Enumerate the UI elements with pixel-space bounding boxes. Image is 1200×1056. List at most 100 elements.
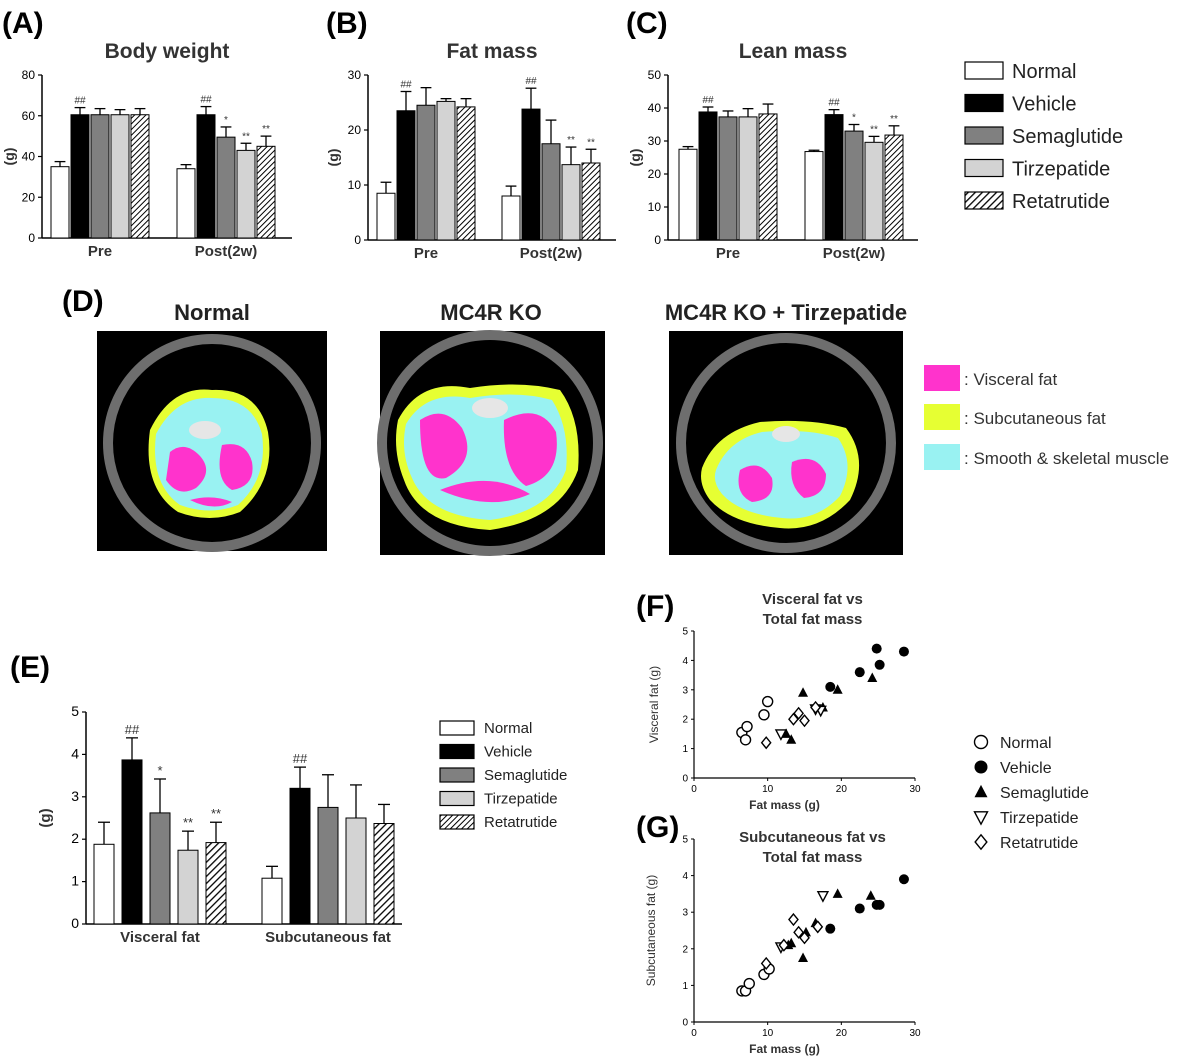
y-tick-label: 5 xyxy=(682,627,688,638)
ct-image-mc4r-ko-tirzepatide xyxy=(669,331,903,555)
legend-label-tirzepatide: Tirzepatide xyxy=(1012,159,1110,181)
significance-mark: ## xyxy=(74,96,86,107)
point-semaglutide xyxy=(832,684,843,694)
y-tick-label: 1 xyxy=(682,744,688,755)
y-tick-label: 0 xyxy=(682,1018,688,1029)
legend-swatch-retatrutide xyxy=(439,814,475,830)
bar-normal xyxy=(804,151,824,241)
legend-label-subcutaneous: : Subcutaneous fat xyxy=(964,409,1106,428)
point-tirzepatide xyxy=(816,891,830,903)
significance-mark: ## xyxy=(400,80,412,91)
point-retatrutide xyxy=(799,931,810,945)
x-category-label: Post(2w) xyxy=(520,245,583,262)
point-semaglutide xyxy=(798,687,809,697)
y-axis-label: (g) xyxy=(1,148,17,166)
bar-retatrutide xyxy=(884,134,904,241)
legend-label-vehicle: Vehicle xyxy=(1012,94,1077,116)
ct-title-mc4r-ko-tirzepatide: MC4R KO + Tirzepatide xyxy=(665,300,907,325)
bar-normal xyxy=(376,192,396,241)
legend-marker-retatrutide xyxy=(974,833,988,851)
ct-image-normal xyxy=(97,331,327,552)
bar-tirzepatide xyxy=(110,114,130,239)
y-tick-label: 3 xyxy=(71,788,79,804)
bar-retatrutide xyxy=(256,145,276,239)
legend-label-tirzepatide: Tirzepatide xyxy=(1000,810,1079,827)
bar-retatrutide xyxy=(205,842,227,925)
legend-label-semaglutide: Semaglutide xyxy=(484,767,567,784)
y-tick-label: 5 xyxy=(71,703,79,719)
chart-a: Body weight020406080(g)Pre##Post(2w)##**… xyxy=(1,40,292,260)
significance-mark: ** xyxy=(870,124,878,135)
bar-tirzepatide xyxy=(436,100,456,241)
panel-label-f: (F) xyxy=(636,590,674,623)
x-category-label: Post(2w) xyxy=(823,245,886,262)
legend-swatch-muscle xyxy=(924,444,960,470)
bar-semaglutide xyxy=(718,116,738,241)
legend-swatch-tirzepatide xyxy=(964,158,1004,178)
panel-label-b: (B) xyxy=(326,7,368,40)
bar-semaglutide xyxy=(149,812,171,925)
y-axis-label: (g) xyxy=(325,149,341,167)
panel-label-g: (G) xyxy=(636,811,679,844)
y-tick-label: 2 xyxy=(682,944,688,955)
point-vehicle xyxy=(874,659,885,670)
chart-title: Body weight xyxy=(105,40,230,63)
panel-label-a: (A) xyxy=(2,7,44,40)
y-tick-label: 3 xyxy=(682,908,688,919)
chart-f: Visceral fat vs Total fat mass 0 1 2 3 4 5 0 10 20… xyxy=(647,591,921,812)
y-tick-label: 0 xyxy=(354,233,361,247)
significance-mark: ** xyxy=(183,815,193,830)
y-tick-label: 30 xyxy=(348,68,362,82)
point-retatrutide xyxy=(778,938,790,952)
ct-title-mc4r-ko: MC4R KO xyxy=(440,300,541,325)
charts-layer: Body weight020406080(g)Pre##Post(2w)##**… xyxy=(1,40,1123,1056)
point-normal xyxy=(741,720,753,733)
y-tick-label: 0 xyxy=(682,774,688,785)
legend-marker-vehicle xyxy=(974,760,988,774)
chart-title: Total fat mass xyxy=(763,611,863,628)
significance-mark: ## xyxy=(200,95,212,106)
x-tick-label: 20 xyxy=(836,1028,848,1039)
point-vehicle xyxy=(898,646,909,657)
significance-mark: ## xyxy=(525,76,537,87)
significance-mark: * xyxy=(224,115,228,126)
y-tick-label: 40 xyxy=(22,150,36,164)
legend-swatch-normal xyxy=(439,720,475,736)
y-axis-label: Visceral fat (g) xyxy=(647,666,661,743)
legend-label-vehicle: Vehicle xyxy=(1000,760,1052,777)
point-vehicle xyxy=(871,643,882,654)
point-retatrutide xyxy=(810,700,821,715)
legend-label-normal: Normal xyxy=(484,720,532,737)
point-vehicle xyxy=(854,667,865,678)
legend-label-retatrutide: Retatrutide xyxy=(484,814,557,831)
ct-title-normal: Normal xyxy=(174,300,250,325)
bar-retatrutide xyxy=(456,106,476,241)
legend-scatter: Normal Vehicle Semaglutide Tirzepatide Retat… xyxy=(973,734,1089,852)
x-tick-label: 0 xyxy=(691,1028,697,1039)
bar-vehicle xyxy=(121,759,143,925)
chart-title: Lean mass xyxy=(739,40,848,63)
bar-retatrutide xyxy=(130,114,150,239)
x-category-label: Pre xyxy=(414,245,438,262)
bar-normal xyxy=(50,166,70,239)
chart-title: Subcutaneous fat vs xyxy=(739,829,886,846)
legend-label-visceral: : Visceral fat xyxy=(964,370,1058,389)
chart-c: Lean mass01020304050(g)Pre##Post(2w)##**… xyxy=(627,40,918,262)
y-tick-label: 2 xyxy=(682,715,688,726)
bar-tirzepatide xyxy=(177,849,199,925)
chart-b: Fat mass 0 10 20 30 (g) Pre ## Post(2w) ## ** ** xyxy=(325,40,616,262)
y-tick-label: 80 xyxy=(22,68,36,82)
panel-label-e: (E) xyxy=(10,651,50,684)
bar-semaglutide xyxy=(416,104,436,241)
point-semaglutide xyxy=(786,734,797,744)
bar-retatrutide xyxy=(373,823,395,925)
legend-marker-normal xyxy=(973,734,989,750)
x-tick-label: 0 xyxy=(691,784,697,795)
y-tick-label: 40 xyxy=(648,101,662,115)
x-tick-label: 30 xyxy=(909,784,921,795)
y-tick-label: 50 xyxy=(648,68,662,82)
x-category-label: Subcutaneous fat xyxy=(265,929,391,946)
bar-semaglutide xyxy=(216,136,236,239)
